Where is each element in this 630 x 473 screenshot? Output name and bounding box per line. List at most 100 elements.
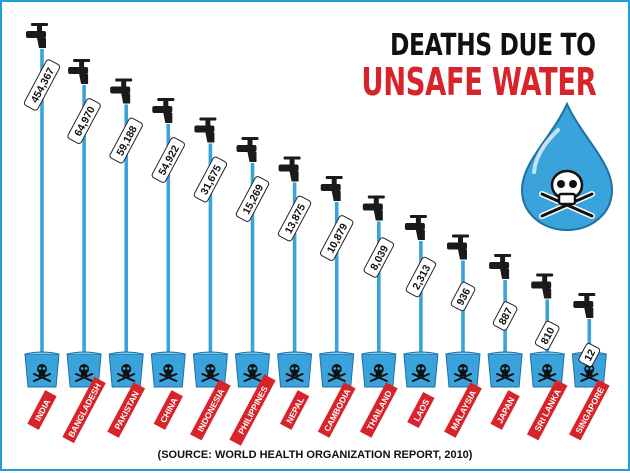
value-label: 810 xyxy=(534,320,560,351)
water-glass-icon xyxy=(108,351,144,388)
water-glass-icon xyxy=(24,351,60,388)
country-column: 810 SRI LANKA xyxy=(526,273,568,441)
svg-text:BANGLADESH: BANGLADESH xyxy=(66,381,103,439)
country-label: JAPAN xyxy=(490,390,520,430)
country-label: PAKISTAN xyxy=(107,382,146,438)
country-label: LAOS xyxy=(407,391,435,429)
country-label: SINGAPORE xyxy=(569,379,610,441)
water-stream-bar xyxy=(250,163,255,362)
water-stream-bar xyxy=(377,221,381,362)
water-glass-icon xyxy=(529,351,565,388)
svg-text:INDONESIA: INDONESIA xyxy=(195,387,226,433)
water-stream-bar xyxy=(82,85,86,362)
water-glass-icon xyxy=(487,351,523,388)
svg-text:PHILIPPINES: PHILIPPINES xyxy=(236,384,270,436)
value-label: 15,269 xyxy=(235,176,270,222)
water-tap-icon xyxy=(68,59,91,84)
water-tap-icon xyxy=(489,254,512,279)
water-tap-icon xyxy=(110,78,133,104)
svg-text:12: 12 xyxy=(582,347,598,363)
water-stream-bar xyxy=(292,182,297,362)
value-label: 13,875 xyxy=(277,195,312,242)
value-label: 59,188 xyxy=(109,117,143,164)
value-label: 31,675 xyxy=(193,156,228,203)
skull-crossbones-icon xyxy=(454,364,472,382)
water-stream-bar xyxy=(208,143,213,362)
svg-text:SINGAPORE: SINGAPORE xyxy=(573,385,606,435)
skull-crossbones-icon xyxy=(539,169,595,219)
svg-text:SRI LANKA: SRI LANKA xyxy=(532,387,563,433)
skull-crossbones-icon xyxy=(33,364,51,382)
water-tap-icon xyxy=(362,195,385,221)
country-label: CAMBODIA xyxy=(317,382,356,438)
skull-crossbones-icon xyxy=(538,364,557,382)
svg-text:MALAYSIA: MALAYSIA xyxy=(449,389,478,432)
water-tap-icon xyxy=(447,234,469,260)
water-stream-bar xyxy=(334,202,339,362)
water-tap-icon xyxy=(194,117,217,143)
country-label: SRI LANKA xyxy=(526,379,568,441)
title-line-1: DEATHS DUE TO xyxy=(390,28,596,63)
water-tap-icon xyxy=(236,137,259,162)
country-column: 13,875 NEPAL xyxy=(277,156,313,430)
country-column: 59,188 PAKISTAN xyxy=(107,78,146,438)
country-column: 2,313 LAOS xyxy=(403,215,439,429)
svg-text:THAILAND: THAILAND xyxy=(365,389,394,432)
value-label: 64,970 xyxy=(67,98,101,144)
country-column: 54,922 CHINA xyxy=(150,98,186,430)
country-column: 936 MALAYSIA xyxy=(444,234,482,438)
country-column: 15,269 PHILIPPINES xyxy=(229,137,276,446)
country-label: INDONESIA xyxy=(190,379,231,441)
skull-crossbones-icon xyxy=(327,364,346,382)
water-tap-icon xyxy=(531,273,554,299)
skull-crossbones-icon xyxy=(75,364,94,382)
country-column: 10,879 CAMBODIA xyxy=(317,176,356,438)
value-label: 887 xyxy=(492,301,518,331)
water-stream-bar xyxy=(124,104,128,362)
title-line-2: UNSAFE WATER xyxy=(360,60,596,104)
water-glass-icon xyxy=(445,351,481,388)
water-tap-icon xyxy=(278,156,301,182)
source-note: (SOURCE: WORLD HEALTH ORGANIZATION REPOR… xyxy=(157,449,473,461)
country-column: 31,675 INDONESIA xyxy=(190,117,231,441)
skull-crossbones-icon xyxy=(496,364,515,382)
country-label: INDIA xyxy=(27,390,57,430)
water-tap-icon xyxy=(26,23,48,48)
skull-crossbones-icon xyxy=(159,364,178,382)
country-label: MALAYSIA xyxy=(444,382,482,438)
skull-crossbones-icon xyxy=(411,364,430,382)
skull-crossbones-icon xyxy=(243,364,262,382)
value-label: 8,039 xyxy=(363,237,395,278)
value-label: 12 xyxy=(578,343,601,367)
water-glass-icon xyxy=(277,351,313,388)
skull-crossbones-icon xyxy=(117,364,136,382)
water-glass-icon xyxy=(403,351,439,388)
country-column: 887 JAPAN xyxy=(487,254,523,430)
water-glass-icon xyxy=(192,351,228,388)
skull-crossbones-icon xyxy=(285,364,304,382)
country-column: 8,039 THAILAND xyxy=(359,195,398,438)
water-drop-icon xyxy=(520,101,614,232)
water-tap-icon xyxy=(404,215,427,240)
water-tap-icon xyxy=(152,98,175,123)
water-tap-icon xyxy=(320,176,343,201)
water-stream-bar xyxy=(587,319,592,362)
value-label: 2,313 xyxy=(405,256,437,298)
country-label: CHINA xyxy=(153,390,183,430)
water-stream-bar xyxy=(40,49,44,362)
value-label: 54,922 xyxy=(151,137,185,183)
water-glass-icon xyxy=(361,351,397,388)
country-label: THAILAND xyxy=(359,382,398,438)
value-label: 10,879 xyxy=(320,215,354,261)
skull-crossbones-icon xyxy=(369,364,388,382)
water-stream-bar xyxy=(166,124,171,362)
country-label: NEPAL xyxy=(279,390,310,430)
skull-crossbones-icon xyxy=(201,364,220,382)
country-column: 64,970 BANGLADESH xyxy=(62,59,106,444)
water-glass-icon xyxy=(319,351,355,388)
water-stream-bar xyxy=(419,241,423,362)
svg-text:CAMBODIA: CAMBODIA xyxy=(322,387,353,433)
